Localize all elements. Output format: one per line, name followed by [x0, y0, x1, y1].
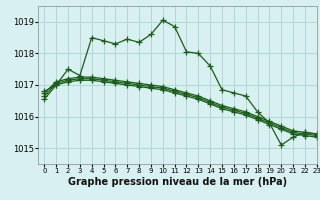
X-axis label: Graphe pression niveau de la mer (hPa): Graphe pression niveau de la mer (hPa) [68, 177, 287, 187]
